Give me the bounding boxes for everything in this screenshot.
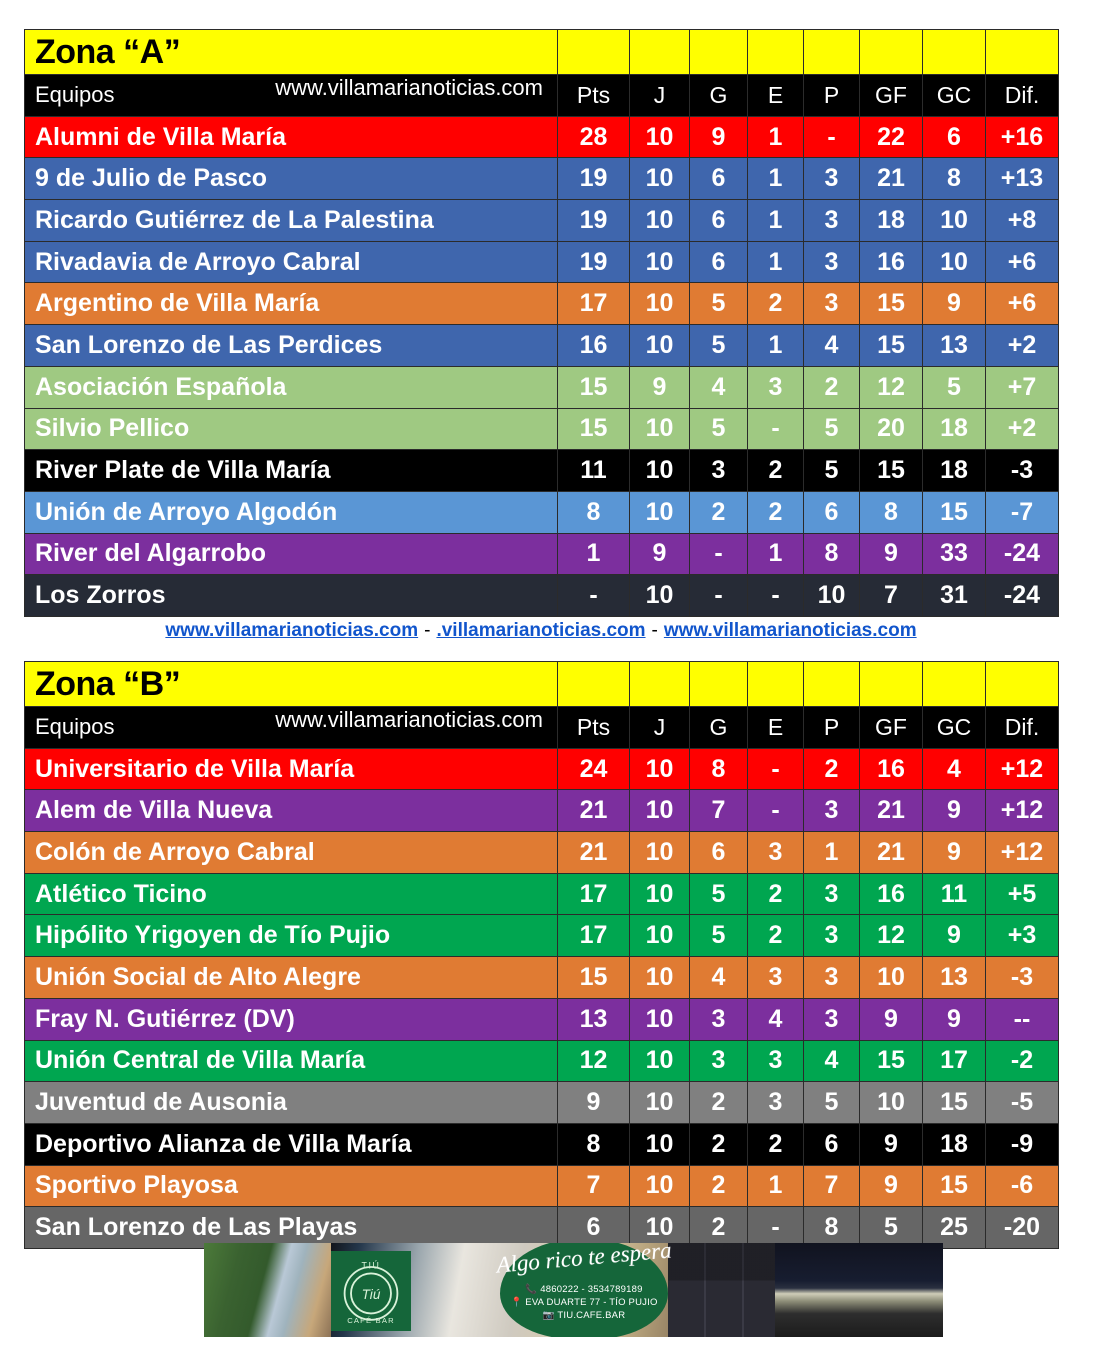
- svg-text:TIÚ: TIÚ: [362, 1261, 381, 1271]
- svg-text:CAFÉ BAR: CAFÉ BAR: [347, 1316, 395, 1325]
- svg-text:Tiú: Tiú: [362, 1287, 381, 1302]
